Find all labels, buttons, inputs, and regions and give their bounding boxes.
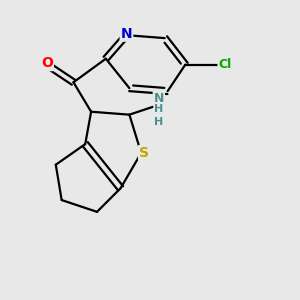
Text: S: S (139, 146, 149, 160)
Text: N: N (154, 92, 164, 105)
Text: O: O (41, 56, 53, 70)
Text: Cl: Cl (218, 58, 232, 71)
Text: H: H (154, 117, 164, 127)
Text: N: N (121, 27, 132, 41)
Text: H: H (154, 104, 164, 114)
